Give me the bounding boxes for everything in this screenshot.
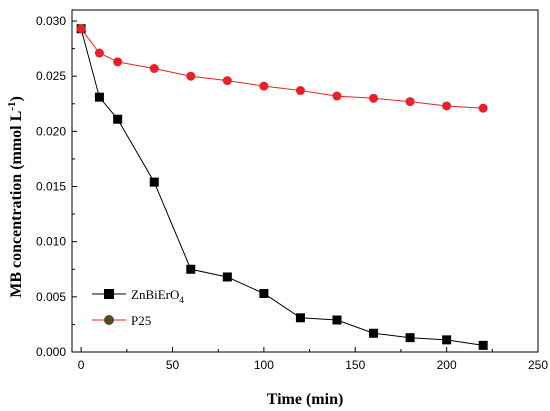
y-axis-title: MB concentration (mmol L-1)	[6, 96, 25, 298]
legend: ZnBiErO4 P25	[92, 287, 184, 328]
data-point-1-8	[332, 91, 342, 101]
data-point-0-6	[259, 289, 269, 299]
plot-frame	[71, 9, 539, 353]
data-point-1-10	[405, 97, 415, 107]
data-point-0-5	[222, 272, 232, 282]
data-point-0-11	[442, 335, 452, 345]
x-tick-label-2: 100	[254, 358, 274, 372]
y-axis-title-main: MB concentration (mmol L	[8, 111, 25, 298]
legend-item-p25: P25	[92, 313, 151, 328]
y-tick-label-0: 0.000	[36, 345, 66, 359]
data-point-0-3	[149, 177, 159, 187]
data-point-1-3	[149, 63, 159, 73]
y-tick-label-3: 0.015	[36, 180, 66, 194]
x-tick-label-4: 200	[437, 358, 457, 372]
data-point-1-1	[94, 48, 104, 58]
data-point-1-9	[369, 93, 379, 103]
data-point-0-7	[295, 313, 305, 323]
data-point-0-9	[369, 328, 379, 338]
legend-label-zinc: ZnBiErO4	[131, 287, 184, 305]
y-tick-label-2: 0.010	[36, 235, 66, 249]
data-point-1-0	[76, 24, 86, 34]
data-point-1-5	[222, 76, 232, 86]
data-point-0-2	[113, 114, 123, 124]
x-tick-label-3: 150	[345, 358, 365, 372]
y-tick-label-1: 0.005	[36, 290, 66, 304]
y-tick-label-4: 0.020	[36, 124, 66, 138]
data-point-1-11	[442, 101, 452, 111]
data-point-1-4	[186, 71, 196, 81]
y-tick-label-6: 0.030	[36, 14, 66, 28]
data-point-1-6	[259, 81, 269, 91]
x-tick-label-1: 50	[166, 358, 180, 372]
legend-marker-p25	[104, 315, 114, 325]
y-axis-title-close: )	[8, 96, 25, 101]
legend-item-zinc: ZnBiErO4	[92, 287, 184, 305]
x-tick-label-0: 0	[78, 358, 85, 372]
data-point-1-7	[295, 86, 305, 96]
data-point-0-4	[186, 264, 196, 274]
y-axis-title-superscript: -1	[6, 102, 18, 111]
data-point-0-12	[478, 340, 488, 350]
legend-label-p25: P25	[131, 313, 151, 328]
data-point-0-8	[332, 315, 342, 325]
y-tick-label-5: 0.025	[36, 69, 66, 83]
legend-label-zinc-main: ZnBiErO	[131, 287, 179, 302]
legend-label-zinc-subscript: 4	[179, 295, 184, 305]
data-point-1-12	[478, 103, 488, 113]
series-line-1	[80, 28, 484, 109]
data-point-0-1	[94, 92, 104, 102]
x-tick-label-5: 250	[528, 358, 548, 372]
plot-area: 0 50 100 150 200 250 0.000 0.005 0.010 0.015 0.020…	[36, 9, 548, 372]
x-axis-title: Time (min)	[267, 391, 344, 408]
legend-marker-zinc	[104, 289, 114, 299]
data-point-0-10	[405, 333, 415, 343]
data-point-1-2	[113, 57, 123, 67]
